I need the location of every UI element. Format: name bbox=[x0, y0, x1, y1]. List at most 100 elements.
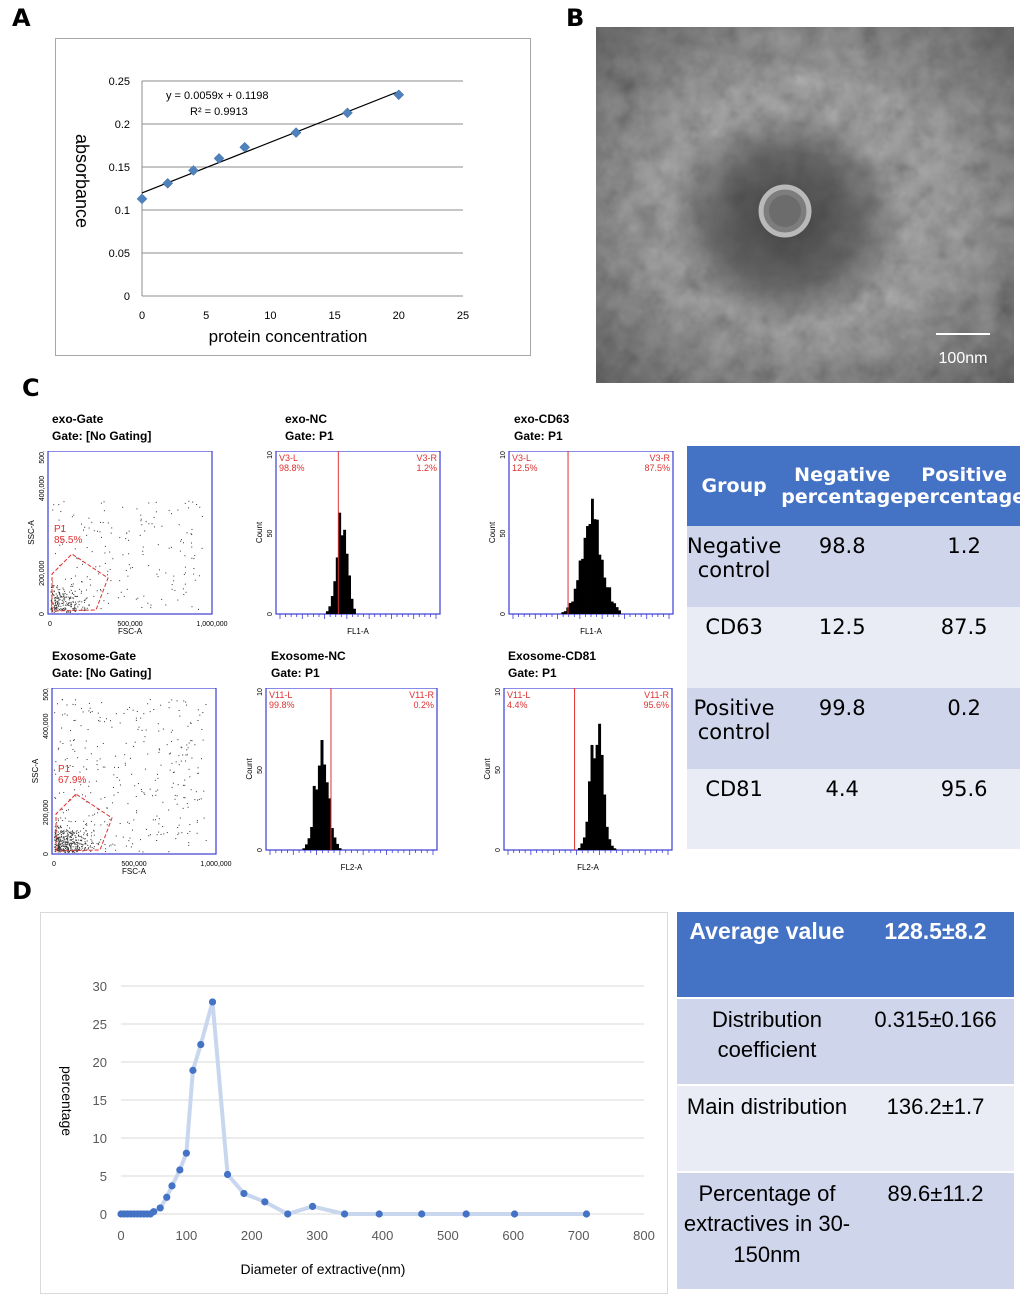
event-dot bbox=[79, 847, 81, 849]
event-dot bbox=[84, 747, 86, 749]
y-tick-label: 200,000 bbox=[43, 800, 50, 825]
event-dot bbox=[106, 807, 108, 809]
event-dot bbox=[81, 839, 83, 841]
left-gate-label: V3-L bbox=[279, 453, 298, 463]
histogram-bar bbox=[613, 848, 617, 850]
event-dot bbox=[99, 717, 101, 719]
y-tick-label: 50 bbox=[267, 530, 274, 538]
event-dot bbox=[81, 845, 83, 847]
event-dot bbox=[70, 597, 72, 599]
fluorescence-histogram: V3-L12.5% V3-R87.5% 0 50 100 FL1-A Count bbox=[488, 451, 674, 636]
event-dot bbox=[52, 509, 54, 511]
event-dot bbox=[55, 606, 57, 608]
event-dot bbox=[138, 726, 140, 728]
event-dot bbox=[63, 597, 65, 599]
event-dot bbox=[55, 840, 57, 842]
event-dot bbox=[117, 767, 119, 769]
event-dot bbox=[66, 758, 68, 760]
event-dot bbox=[130, 567, 132, 569]
event-dot bbox=[107, 593, 109, 595]
event-dot bbox=[72, 592, 74, 594]
y-tick-label: 100 bbox=[267, 451, 274, 459]
event-dot bbox=[57, 846, 59, 848]
event-dot bbox=[71, 584, 73, 586]
data-point bbox=[176, 1166, 184, 1174]
event-dot bbox=[57, 826, 59, 828]
event-dot bbox=[56, 597, 58, 599]
event-dot bbox=[140, 518, 142, 520]
y-tick-label: 0 bbox=[43, 852, 50, 856]
event-dot bbox=[65, 604, 67, 606]
event-dot bbox=[127, 803, 129, 805]
event-dot bbox=[177, 739, 179, 741]
event-dot bbox=[129, 757, 131, 759]
event-dot bbox=[79, 588, 81, 590]
event-dot bbox=[79, 771, 81, 773]
event-dot bbox=[94, 813, 96, 815]
event-dot bbox=[100, 589, 102, 591]
event-dot bbox=[59, 609, 61, 611]
event-dot bbox=[50, 604, 52, 606]
event-dot bbox=[145, 828, 147, 830]
event-dot bbox=[104, 552, 106, 554]
event-dot bbox=[186, 744, 188, 746]
event-dot bbox=[191, 757, 193, 759]
average-value: 128.5±8.2 bbox=[857, 912, 1014, 999]
event-dot bbox=[70, 846, 72, 848]
event-dot bbox=[148, 565, 150, 567]
histogram-bar bbox=[588, 524, 592, 614]
event-dot bbox=[197, 799, 199, 801]
event-dot bbox=[125, 538, 127, 540]
histogram-bar bbox=[302, 848, 306, 850]
event-dot bbox=[93, 595, 95, 597]
right-gate-label: V11-R bbox=[409, 690, 434, 700]
event-dot bbox=[56, 840, 58, 842]
event-dot bbox=[98, 844, 100, 846]
event-dot bbox=[73, 843, 75, 845]
event-dot bbox=[62, 543, 64, 545]
event-dot bbox=[150, 604, 152, 606]
event-dot bbox=[56, 586, 58, 588]
event-dot bbox=[190, 740, 192, 742]
event-dot bbox=[75, 603, 77, 605]
event-dot bbox=[72, 609, 74, 611]
event-dot bbox=[52, 585, 54, 587]
event-dot bbox=[69, 740, 71, 742]
event-dot bbox=[86, 834, 88, 836]
event-dot bbox=[73, 832, 75, 834]
event-dot bbox=[55, 846, 57, 848]
event-dot bbox=[60, 511, 62, 513]
histogram-bar bbox=[325, 611, 329, 614]
flow-summary-table: Group Negative percentage Positive perce… bbox=[687, 446, 1020, 849]
event-dot bbox=[96, 760, 98, 762]
event-dot bbox=[66, 829, 68, 831]
event-dot bbox=[177, 784, 179, 786]
y-tick-label: 25 bbox=[93, 1017, 107, 1032]
event-dot bbox=[61, 835, 63, 837]
event-dot bbox=[59, 837, 61, 839]
event-dot bbox=[100, 536, 102, 538]
event-dot bbox=[70, 835, 72, 837]
event-dot bbox=[70, 604, 72, 606]
event-dot bbox=[75, 607, 77, 609]
event-dot bbox=[64, 850, 66, 852]
event-dot bbox=[82, 529, 84, 531]
event-dot bbox=[71, 834, 73, 836]
event-dot bbox=[74, 604, 76, 606]
event-dot bbox=[185, 754, 187, 756]
event-dot bbox=[77, 839, 79, 841]
event-dot bbox=[90, 792, 92, 794]
event-dot bbox=[66, 825, 68, 827]
event-dot bbox=[107, 522, 109, 524]
event-dot bbox=[174, 589, 176, 591]
event-dot bbox=[197, 772, 199, 774]
scale-bar-label: 100nm bbox=[939, 350, 988, 367]
event-dot bbox=[76, 851, 78, 853]
event-dot bbox=[72, 841, 74, 843]
event-dot bbox=[72, 846, 74, 848]
event-dot bbox=[71, 848, 73, 850]
event-dot bbox=[174, 794, 176, 796]
event-dot bbox=[54, 712, 56, 714]
event-dot bbox=[102, 766, 104, 768]
